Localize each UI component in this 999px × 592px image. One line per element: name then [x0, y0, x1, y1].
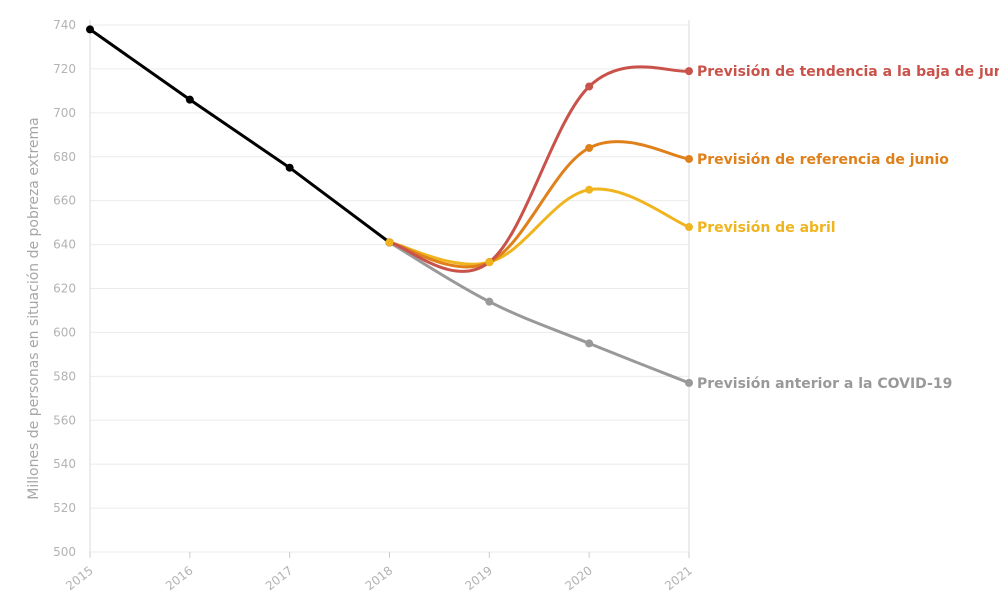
- data-point: [585, 143, 594, 152]
- y-tick-label: 540: [53, 457, 76, 471]
- y-tick-label: 500: [53, 545, 76, 559]
- data-point: [685, 223, 693, 232]
- x-tick-label: 2016: [163, 563, 196, 592]
- y-tick-label: 620: [53, 282, 76, 296]
- y-tick-label: 660: [53, 194, 76, 208]
- x-tick-label: 2017: [263, 563, 296, 592]
- y-axis-label: Millones de personas en situación de pob…: [26, 117, 42, 500]
- gridlines: [90, 24, 689, 553]
- data-point: [385, 238, 394, 247]
- data-point: [285, 163, 294, 172]
- series-label: Previsión anterior a la COVID-19: [697, 376, 952, 392]
- data-point: [585, 82, 594, 91]
- x-tick-label: 2021: [662, 563, 695, 592]
- series-labels: Previsión anterior a la COVID-19 Previsió…: [697, 64, 999, 392]
- data-point: [685, 67, 693, 76]
- y-tick-labels: 500 520 540 560 580 600 620 640 660 680 700 720 740: [53, 18, 76, 559]
- series-line: [88, 27, 391, 244]
- x-tick-label: 2015: [63, 563, 96, 592]
- data-point: [86, 25, 94, 34]
- data-point: [485, 258, 494, 267]
- y-tick-label: 680: [53, 150, 76, 164]
- data-point: [585, 185, 594, 194]
- y-tick-label: 700: [53, 106, 76, 120]
- data-point: [485, 297, 494, 306]
- x-tick-label: 2018: [363, 563, 396, 592]
- data-point: [685, 378, 693, 387]
- y-tick-label: 520: [53, 501, 76, 515]
- y-tick-label: 640: [53, 238, 76, 252]
- y-tick-label: 720: [53, 62, 76, 76]
- data-point: [585, 339, 594, 348]
- series-line: [388, 240, 691, 385]
- data-point: [185, 95, 194, 104]
- y-tick-label: 740: [53, 18, 76, 32]
- x-tick-labels: 2015 2016 2017 2018 2019 2020 2021: [63, 563, 695, 592]
- series-label: Previsión de referencia de junio: [697, 152, 949, 168]
- axes: [89, 20, 690, 558]
- series-label: Previsión de tendencia a la baja de juni…: [697, 64, 999, 80]
- series-line: [388, 140, 691, 269]
- series-label: Previsión de abril: [697, 220, 836, 236]
- data-point: [685, 154, 693, 163]
- y-tick-label: 600: [53, 325, 76, 339]
- series-lines: [88, 27, 691, 385]
- x-tick-label: 2019: [462, 563, 495, 592]
- series-line: [388, 187, 691, 266]
- y-tick-label: 560: [53, 413, 76, 427]
- series-points: [86, 25, 693, 387]
- x-tick-label: 2020: [562, 563, 595, 592]
- series-line: [388, 65, 691, 273]
- y-tick-label: 580: [53, 369, 76, 383]
